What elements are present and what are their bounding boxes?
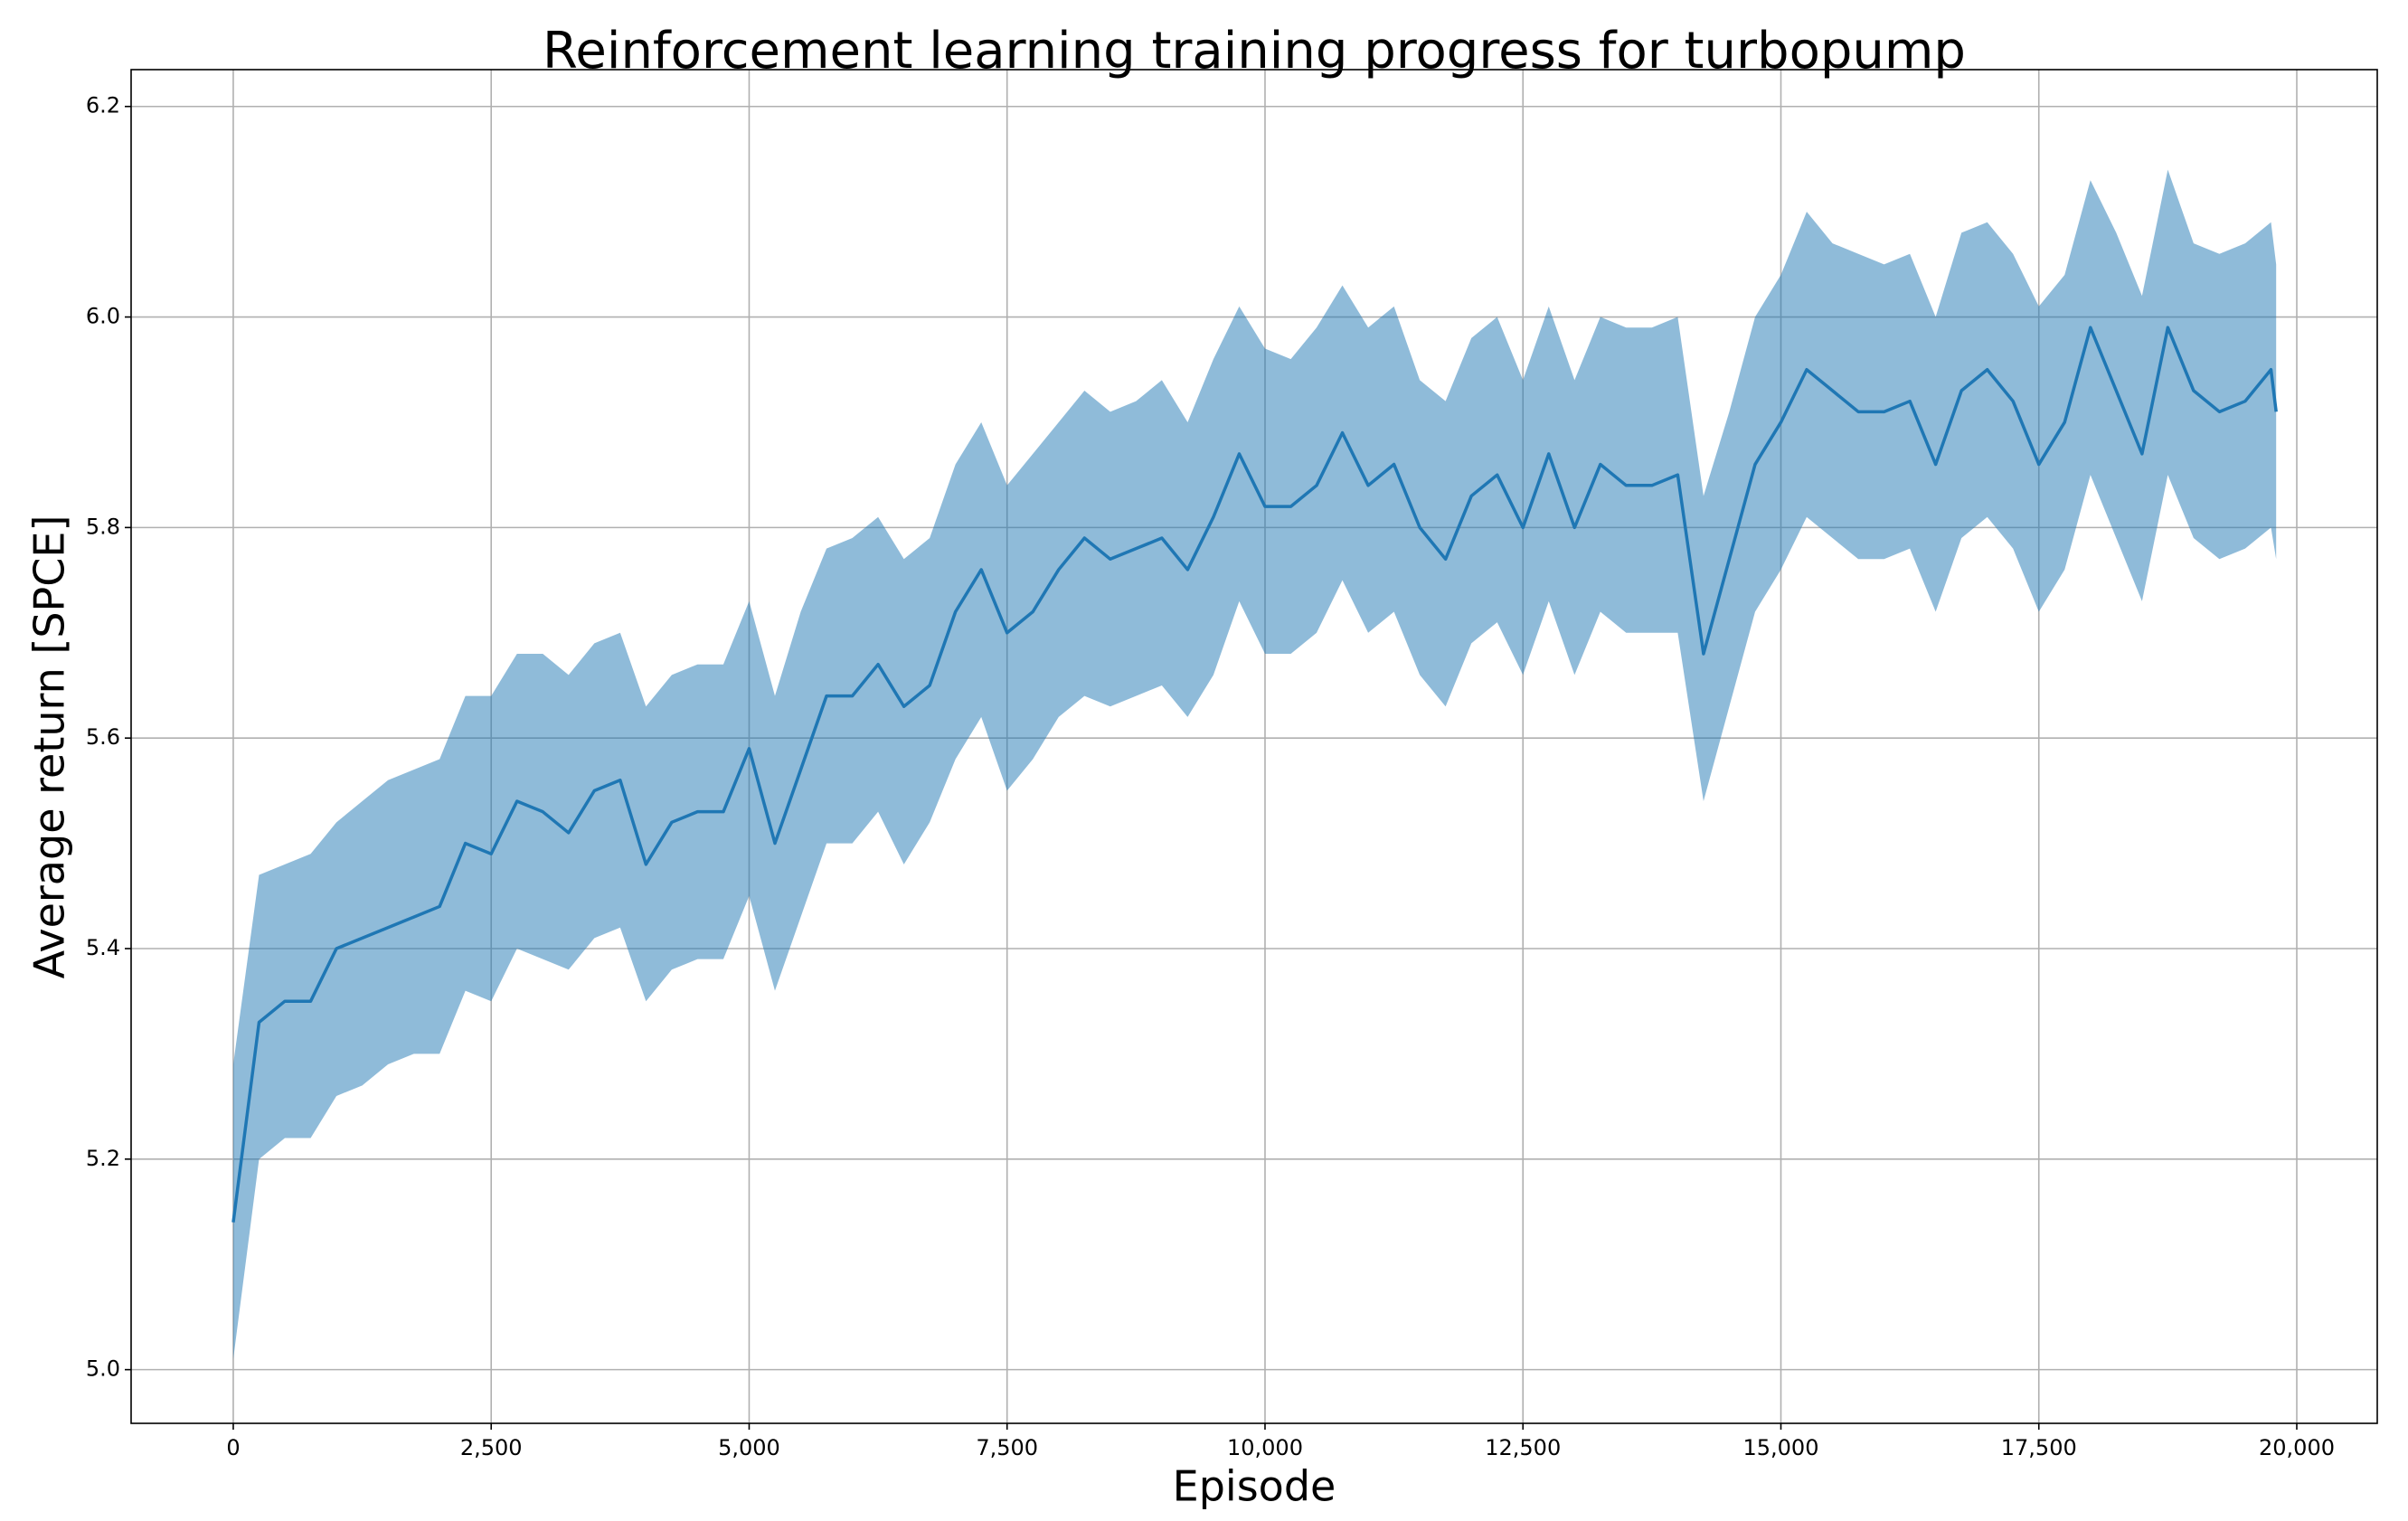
x-tick-label: 7,500 xyxy=(976,1435,1038,1460)
y-tick-label: 5.8 xyxy=(86,514,120,539)
confidence-band xyxy=(232,169,2277,1359)
x-tick-label: 5,000 xyxy=(718,1435,780,1460)
x-tick-label: 0 xyxy=(226,1435,240,1460)
y-tick-label: 5.0 xyxy=(86,1356,120,1382)
y-tick-label: 6.2 xyxy=(86,93,120,118)
x-tick-label: 20,000 xyxy=(2259,1435,2335,1460)
chart-title: Reinforcement learning training progress… xyxy=(543,22,1966,80)
x-tick-label: 17,500 xyxy=(2001,1435,2077,1460)
y-axis-label: Average return [SPCE] xyxy=(25,515,74,979)
y-tick-label: 5.4 xyxy=(86,935,120,960)
x-tick-label: 12,500 xyxy=(1485,1435,1561,1460)
x-tick-label: 2,500 xyxy=(460,1435,523,1460)
x-tick-label: 15,000 xyxy=(1742,1435,1818,1460)
y-tick-label: 5.6 xyxy=(86,724,120,750)
plot-frame xyxy=(130,69,2378,1424)
mean-line xyxy=(231,326,2278,1223)
y-tick-label: 5.2 xyxy=(86,1146,120,1171)
y-tick-label: 6.0 xyxy=(86,304,120,329)
x-tick-label: 10,000 xyxy=(1227,1435,1303,1460)
x-axis-label: Episode xyxy=(1173,1462,1336,1511)
